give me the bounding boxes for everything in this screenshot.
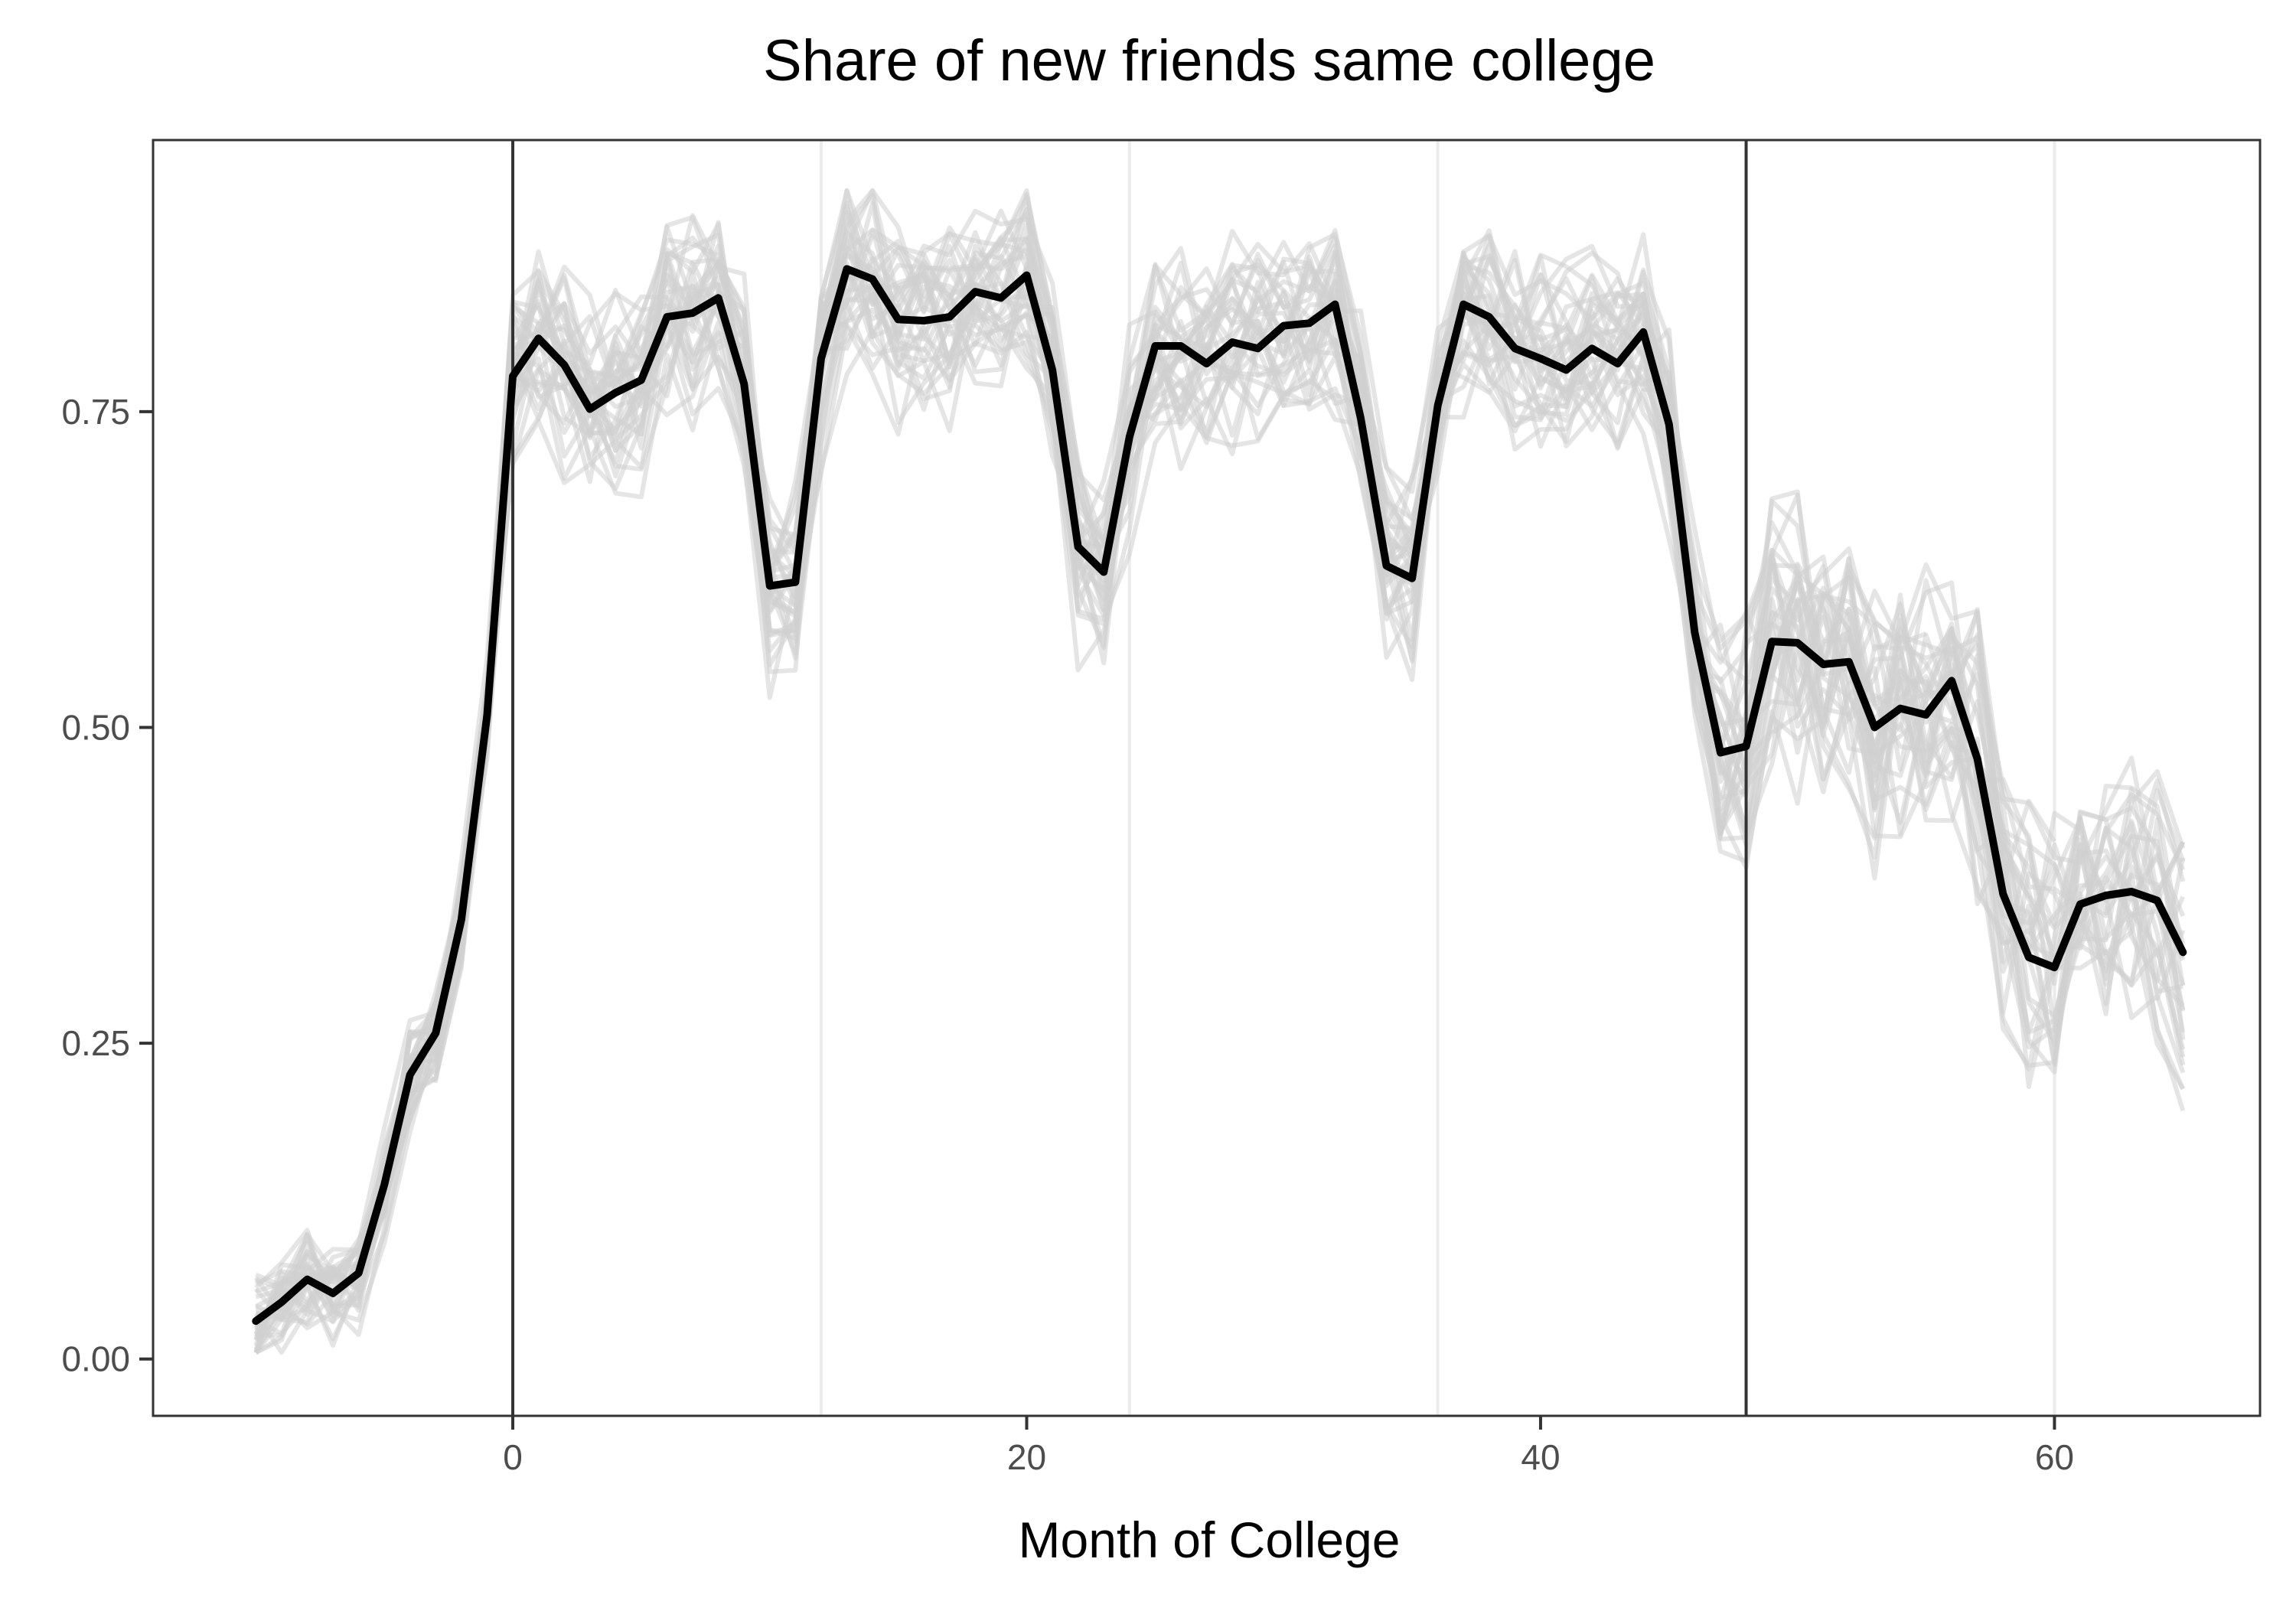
average-series-line	[252, 265, 2187, 1326]
y-tick-label: 0.00	[61, 1339, 130, 1379]
panel-border	[152, 139, 2262, 1417]
reference-lines	[511, 140, 1748, 1416]
x-tick-label: 20	[1007, 1437, 1046, 1477]
x-tick-label: 40	[1521, 1437, 1560, 1477]
background-series-line	[254, 265, 2186, 1348]
x-axis-title: Month of College	[1019, 1512, 1401, 1568]
background-series-line	[254, 245, 2185, 1355]
x-tick-label: 60	[2035, 1437, 2074, 1477]
y-tick-label: 0.75	[61, 392, 130, 432]
axes: 0.00 0.25 0.50 0.75 0 20 40 60	[61, 392, 2074, 1477]
background-series-line	[254, 221, 2186, 1322]
average-line-layer	[252, 265, 2187, 1326]
y-tick-label: 0.50	[61, 707, 130, 747]
chart-title: Share of new friends same college	[763, 28, 1655, 93]
background-series-line	[253, 207, 2186, 1341]
y-tick-label: 0.25	[61, 1023, 130, 1063]
x-tick-label: 0	[503, 1437, 523, 1477]
background-series-line	[253, 319, 2186, 1354]
